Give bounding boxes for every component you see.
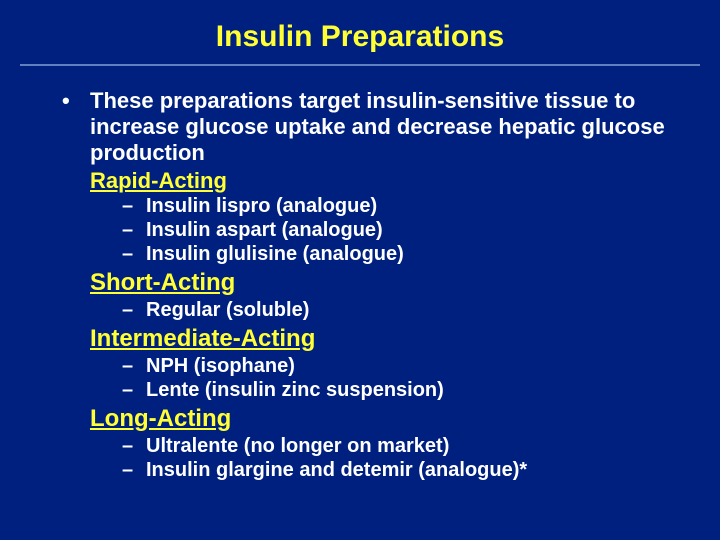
slide-title: Insulin Preparations (0, 20, 720, 54)
dash-icon: – (122, 242, 146, 266)
sublist-short-acting: – Regular (soluble) (122, 298, 680, 322)
category-rapid-acting: Rapid-Acting (90, 168, 680, 194)
list-item: – Insulin glulisine (analogue) (122, 242, 680, 266)
bullet-dot-icon: • (62, 88, 90, 114)
category-long-acting: Long-Acting (90, 404, 680, 434)
list-item: – Insulin glargine and detemir (analogue… (122, 458, 680, 482)
slide-container: Insulin Preparations • These preparation… (0, 0, 720, 540)
title-underline (20, 64, 700, 66)
dash-icon: – (122, 434, 146, 458)
intro-bullet-text: These preparations target insulin-sensit… (90, 88, 680, 166)
sub-item-text: Lente (insulin zinc suspension) (146, 378, 444, 402)
dash-icon: – (122, 298, 146, 322)
list-item: – Insulin lispro (analogue) (122, 194, 680, 218)
list-item: – Ultralente (no longer on market) (122, 434, 680, 458)
sub-item-text: Insulin glargine and detemir (analogue)* (146, 458, 527, 482)
sub-item-text: Regular (soluble) (146, 298, 309, 322)
dash-icon: – (122, 218, 146, 242)
dash-icon: – (122, 378, 146, 402)
dash-icon: – (122, 194, 146, 218)
sub-item-text: Insulin aspart (analogue) (146, 218, 383, 242)
intro-bullet-row: • These preparations target insulin-sens… (62, 88, 680, 166)
list-item: – Insulin aspart (analogue) (122, 218, 680, 242)
sub-item-text: Insulin glulisine (analogue) (146, 242, 404, 266)
sub-item-text: Ultralente (no longer on market) (146, 434, 449, 458)
sublist-long-acting: – Ultralente (no longer on market) – Ins… (122, 434, 680, 482)
list-item: – Lente (insulin zinc suspension) (122, 378, 680, 402)
slide-content: • These preparations target insulin-sens… (0, 88, 720, 482)
sublist-rapid-acting: – Insulin lispro (analogue) – Insulin as… (122, 194, 680, 266)
category-short-acting: Short-Acting (90, 268, 680, 298)
dash-icon: – (122, 354, 146, 378)
sublist-intermediate-acting: – NPH (isophane) – Lente (insulin zinc s… (122, 354, 680, 402)
category-intermediate-acting: Intermediate-Acting (90, 324, 680, 354)
dash-icon: – (122, 458, 146, 482)
list-item: – Regular (soluble) (122, 298, 680, 322)
sub-item-text: NPH (isophane) (146, 354, 295, 378)
list-item: – NPH (isophane) (122, 354, 680, 378)
sub-item-text: Insulin lispro (analogue) (146, 194, 377, 218)
